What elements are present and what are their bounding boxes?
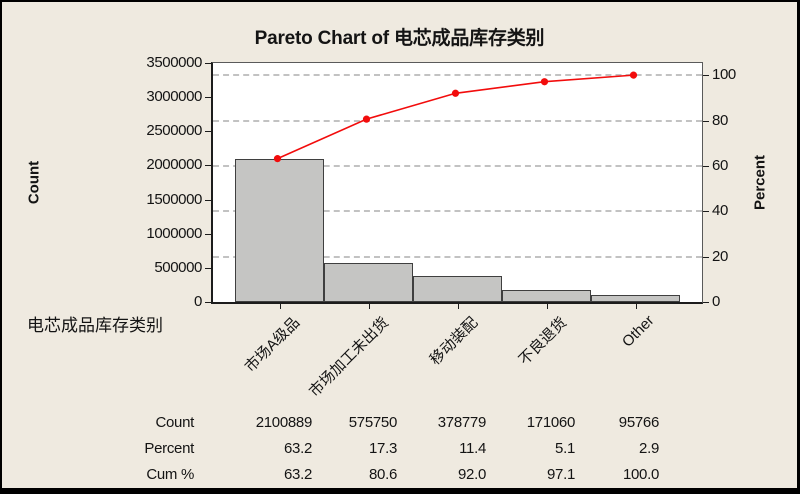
percent-tick-label: 0 <box>712 293 720 310</box>
tick-mark <box>205 199 211 201</box>
tick-mark <box>205 165 211 167</box>
category-axis-title: 电芯成品库存类别 <box>27 316 163 335</box>
table-cell: 100.0 <box>622 466 659 483</box>
category-label: 市场加工未出货 <box>306 314 393 401</box>
table-cell: 575750 <box>348 414 398 431</box>
count-tick-label: 500000 <box>154 258 202 276</box>
tick-mark <box>703 302 709 303</box>
percent-tick-label: 60 <box>712 156 728 174</box>
table-cell: 92.0 <box>458 466 486 483</box>
pareto-bar <box>502 290 591 302</box>
cumulative-percent-line <box>273 71 638 163</box>
table-cell: 378779 <box>437 414 487 431</box>
table-row-label: Count <box>155 414 194 431</box>
count-tick-label: 3000000 <box>146 88 202 106</box>
table-cell: 17.3 <box>369 440 397 457</box>
tick-mark <box>703 211 709 213</box>
tick-mark <box>368 304 370 309</box>
category-label: 市场A级品 <box>242 314 304 376</box>
percent-tick-label: 100 <box>712 66 736 84</box>
tick-mark <box>703 256 709 258</box>
table-cell: 80.6 <box>369 466 397 483</box>
count-tick-label: 2500000 <box>146 122 202 140</box>
table-cell: 97.1 <box>547 466 575 483</box>
plot-area <box>211 62 703 304</box>
cumulative-point <box>629 71 638 79</box>
percent-gridline <box>213 164 702 167</box>
percent-gridline <box>213 74 702 77</box>
pareto-bar <box>235 159 324 302</box>
count-tick-label: 1000000 <box>146 224 202 242</box>
percent-gridline <box>213 119 702 122</box>
chart-canvas: Pareto Chart of 电芯成品库存类别 Count Percent 电… <box>2 2 797 488</box>
tick-mark <box>546 304 548 309</box>
tick-mark <box>205 267 211 269</box>
tick-mark <box>205 233 211 235</box>
table-cell: 95766 <box>618 414 660 431</box>
category-label: Other <box>618 312 658 351</box>
percent-tick-label: 20 <box>712 247 728 265</box>
table-cell: 11.4 <box>459 440 486 457</box>
category-label: 不良退货 <box>516 314 571 369</box>
count-axis-title: Count <box>25 160 43 205</box>
percent-axis-title: Percent <box>751 154 769 211</box>
tick-mark <box>635 304 637 309</box>
table-cell: 63.2 <box>284 466 312 483</box>
percent-tick-label: 40 <box>712 202 728 220</box>
count-tick-label: 1500000 <box>146 190 202 208</box>
cumulative-point <box>451 89 460 97</box>
tick-mark <box>279 304 281 309</box>
cumulative-point <box>362 115 371 123</box>
count-tick-label: 2000000 <box>146 156 202 174</box>
table-cell: 2.9 <box>639 440 659 457</box>
table-cell: 171060 <box>526 414 576 431</box>
table-row-label: Cum % <box>146 466 194 483</box>
tick-mark <box>703 75 709 77</box>
tick-mark <box>205 63 211 64</box>
tick-mark <box>205 131 211 133</box>
tick-mark <box>457 304 459 309</box>
tick-mark <box>205 302 211 303</box>
percent-gridline <box>213 255 702 258</box>
table-row-label: Percent <box>144 440 194 457</box>
tick-mark <box>703 120 709 122</box>
chart-title: Pareto Chart of 电芯成品库存类别 <box>254 28 545 49</box>
cumulative-point <box>540 78 549 86</box>
category-label: 移动装配 <box>427 314 482 369</box>
cumulative-point <box>273 155 282 163</box>
table-cell: 5.1 <box>555 440 575 457</box>
tick-mark <box>703 165 709 167</box>
pareto-bar <box>591 295 680 302</box>
table-cell: 2100889 <box>255 414 313 431</box>
percent-tick-label: 80 <box>712 111 728 129</box>
pareto-bar <box>413 276 502 302</box>
table-cell: 63.2 <box>284 440 312 457</box>
percent-gridline <box>213 210 702 213</box>
count-tick-label: 3500000 <box>146 54 202 71</box>
tick-mark <box>205 97 211 99</box>
pareto-bar <box>324 263 413 302</box>
count-tick-label: 0 <box>194 293 202 310</box>
